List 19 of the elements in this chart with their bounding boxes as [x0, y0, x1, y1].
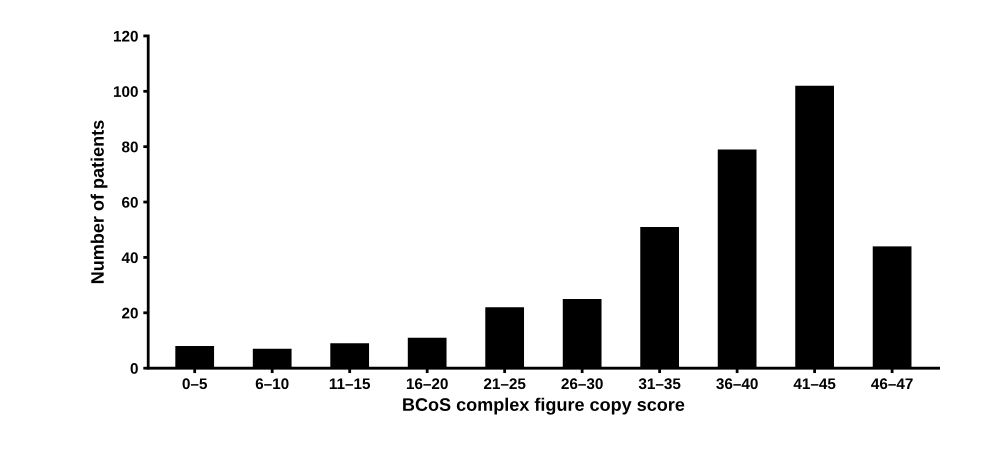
x-tick-label: 11–15	[330, 378, 370, 390]
y-tick-label: 100	[114, 86, 138, 97]
x-tick-label: 26–30	[561, 378, 603, 390]
y-tick-label: 0	[130, 363, 138, 374]
x-axis-title: BCoS complex figure copy score	[403, 398, 684, 415]
x-tick-label: 46–47	[871, 378, 913, 390]
y-tick-label: 60	[122, 196, 138, 208]
y-tick-label: 80	[122, 142, 138, 152]
x-tick-label: 16–20	[406, 378, 448, 390]
y-axis-title: Number of patients	[90, 120, 108, 284]
x-tick-label: 6–10	[256, 378, 289, 390]
y-tick-label: 20	[122, 308, 138, 318]
x-tick-label: 41–45	[794, 378, 836, 390]
y-tick-label: 120	[114, 30, 138, 42]
x-tick-label: 0–5	[182, 378, 208, 390]
x-tick-label: 31–35	[638, 378, 680, 390]
x-tick-label: 21–25	[484, 378, 526, 390]
x-tick-label: 36–40	[716, 378, 758, 390]
y-tick-label: 40	[122, 252, 138, 264]
